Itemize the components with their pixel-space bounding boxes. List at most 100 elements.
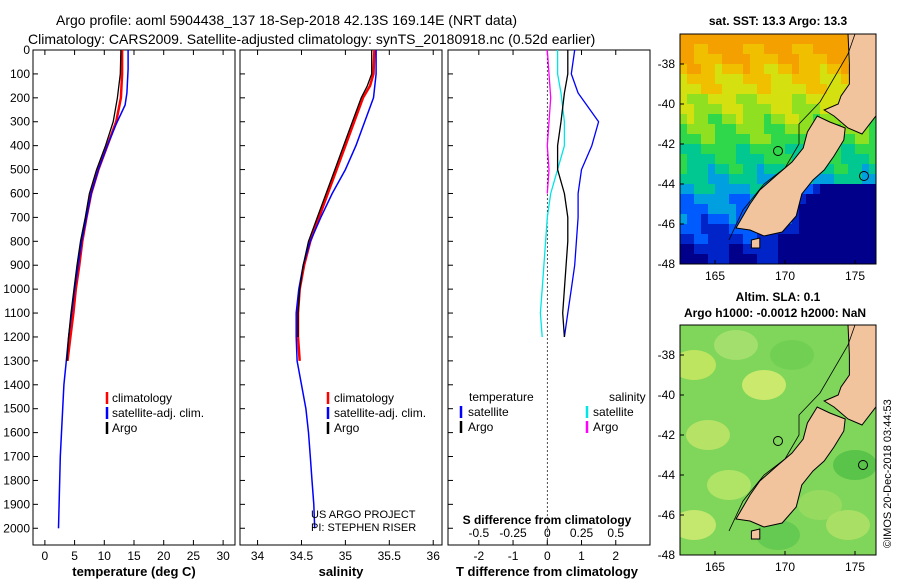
temperature-panel: 0100200300400500600700800900100011001200… (3, 43, 236, 579)
series-satellite-adj-clim- (295, 50, 377, 529)
sst-cell (722, 74, 730, 85)
sst-cell (736, 44, 744, 55)
sst-cell (680, 244, 688, 255)
sst-cell (722, 144, 730, 155)
sst-cell (701, 144, 709, 155)
sst-cell (785, 124, 793, 135)
sst-cell (680, 64, 688, 75)
sst-cell (736, 224, 744, 235)
sst-cell (792, 124, 800, 135)
sst-cell (806, 264, 813, 274)
sst-cell (869, 224, 876, 235)
sst-cell (848, 204, 856, 215)
sst-cell (799, 264, 806, 274)
sst-cell (743, 244, 751, 255)
sst-cell (722, 94, 730, 105)
sst-cell (806, 114, 814, 125)
sst-cell (743, 104, 751, 115)
sst-cell (778, 114, 786, 125)
sst-cell (750, 154, 758, 165)
sst-cell (771, 124, 779, 135)
sst-cell (708, 44, 716, 55)
sst-cell (715, 74, 723, 85)
sst-cell (729, 204, 737, 215)
sst-cell (876, 134, 883, 144)
legend-label-t-argo: Argo (468, 420, 494, 434)
sst-cell (827, 44, 835, 55)
x-tick-label: 36 (427, 549, 441, 563)
sst-map-panel: sat. SST: 13.3 Argo: 13.3 165 170 175 -38 -4… (658, 14, 883, 283)
sst-cell (680, 174, 688, 185)
x-tick-label: 34 (251, 549, 265, 563)
sst-cell (827, 194, 835, 205)
sst-cell (687, 244, 695, 255)
legend-title-salinity: salinity (609, 390, 646, 404)
sst-cell (701, 134, 709, 145)
sst-cell (694, 94, 702, 105)
series-argo (297, 50, 373, 337)
sst-cell (708, 184, 716, 195)
x-tick-label: 35.5 (378, 549, 402, 563)
sst-cell (687, 64, 695, 75)
sst-cell (743, 164, 751, 175)
sst-cell (764, 264, 771, 274)
sst-cell (785, 84, 793, 95)
sst-cell (799, 134, 807, 145)
sst-cell (729, 114, 737, 125)
depth-tick-label: 700 (10, 210, 30, 224)
sst-cell (820, 174, 828, 185)
sst-cell (841, 244, 849, 255)
sst-cell (750, 84, 758, 95)
sst-cell (834, 64, 842, 75)
sst-cell (799, 94, 807, 105)
sst-cell (729, 144, 737, 155)
sst-cell (876, 164, 883, 174)
sst-cell (820, 184, 828, 195)
sst-cell (701, 44, 709, 55)
sst-cell (708, 164, 716, 175)
sst-cell (855, 214, 863, 225)
depth-tick-label: 600 (10, 186, 30, 200)
sst-cell (729, 64, 737, 75)
sst-cell (862, 244, 870, 255)
x-tick-label: 25 (187, 549, 201, 563)
sst-cell (806, 44, 814, 55)
sst-cell (841, 204, 849, 215)
sst-cell (722, 44, 730, 55)
sst-cell (687, 194, 695, 205)
sst-cell (715, 44, 723, 55)
sst-cell (722, 154, 730, 165)
sst-cell (876, 194, 883, 204)
lat-tick-label: -44 (658, 468, 676, 482)
sst-cell (778, 94, 786, 105)
sst-cell (722, 234, 730, 245)
sst-cell (778, 164, 786, 175)
sst-cell (708, 174, 716, 185)
sst-cell (694, 64, 702, 75)
sst-cell (827, 264, 834, 274)
sst-cell (708, 94, 716, 105)
sst-cell (869, 184, 876, 195)
sst-cell (687, 154, 695, 165)
sst-cell (736, 244, 744, 255)
sst-cell (855, 204, 863, 215)
sst-map-axes: 165 170 175 -38 -40 -42 -44 -46 -48 (658, 57, 866, 283)
sst-cell (841, 34, 849, 45)
sla-map-subtitle: Argo h1000: -0.0012 h2000: NaN (684, 306, 866, 320)
sst-cell (694, 34, 702, 45)
sst-cell (736, 84, 744, 95)
sst-cell (708, 204, 716, 215)
sst-cell (743, 254, 751, 264)
sst-cell (834, 214, 842, 225)
sst-cell (813, 34, 821, 45)
sst-cell (820, 224, 828, 235)
sst-cell (834, 194, 842, 205)
sst-cell (876, 34, 883, 44)
sst-cell (785, 244, 793, 255)
sst-cell (680, 254, 688, 264)
sst-cell (848, 224, 856, 235)
sst-map-title: sat. SST: 13.3 Argo: 13.3 (709, 14, 848, 28)
sst-cell (785, 44, 793, 55)
sst-cell (799, 74, 807, 85)
sst-cell (820, 194, 828, 205)
